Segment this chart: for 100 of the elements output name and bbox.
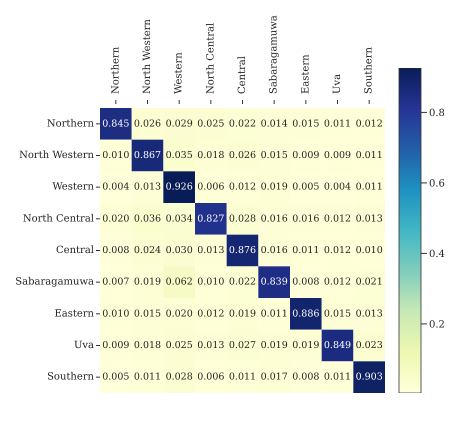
data-label: 0.019 (228, 308, 256, 320)
data-label: 0.014 (260, 118, 288, 130)
y-tick-label: Northern (46, 118, 95, 130)
data-label: 0.839 (260, 276, 288, 288)
data-label: 0.036 (134, 213, 162, 224)
data-label: 0.867 (134, 150, 162, 161)
data-label: 0.006 (197, 372, 224, 383)
data-label: 0.016 (260, 245, 288, 256)
y-tick-label: Sabaragamuwa (15, 276, 94, 288)
data-label: 0.015 (134, 308, 162, 320)
x-tick-label: North Western (142, 18, 153, 94)
data-label: 0.016 (292, 213, 320, 224)
data-label: 0.009 (324, 150, 352, 161)
y-tick-label: Central (56, 245, 94, 256)
y-tick-label: Western (52, 182, 95, 193)
data-label: 0.009 (102, 340, 130, 351)
y-tick-label: Southern (47, 372, 95, 383)
data-label: 0.019 (260, 340, 288, 351)
data-label: 0.021 (356, 276, 383, 288)
data-label: 0.010 (197, 276, 224, 288)
data-label: 0.010 (102, 308, 130, 320)
data-label: 0.012 (356, 118, 383, 130)
data-label: 0.011 (356, 150, 383, 161)
data-label: 0.024 (134, 245, 162, 256)
data-label: 0.011 (228, 372, 256, 383)
data-label: 0.013 (134, 182, 162, 193)
data-label: 0.034 (166, 213, 193, 224)
data-label: 0.028 (228, 213, 256, 224)
data-label: 0.005 (292, 182, 320, 193)
x-tick-label: Central (237, 56, 248, 94)
data-label: 0.015 (324, 308, 352, 320)
data-label: 0.020 (102, 213, 130, 224)
data-label: 0.010 (102, 150, 130, 161)
data-label: 0.008 (102, 245, 130, 256)
data-label: 0.027 (228, 340, 256, 351)
color-bar-label: 0.6 (429, 178, 445, 190)
y-tick-label: Uva (74, 340, 94, 351)
data-label: 0.011 (260, 308, 288, 320)
data-label: 0.019 (292, 340, 320, 351)
data-label: 0.007 (102, 276, 130, 288)
data-label: 0.062 (166, 276, 193, 288)
data-label: 0.926 (166, 182, 193, 193)
y-tick-label: Eastern (54, 308, 95, 320)
data-label: 0.903 (356, 372, 383, 383)
data-label: 0.026 (228, 150, 256, 161)
data-label: 0.011 (356, 182, 383, 193)
x-tick-label: Southern (364, 46, 375, 94)
y-tick-label: North Central (22, 213, 94, 224)
data-label: 0.012 (324, 245, 352, 256)
data-label: 0.035 (166, 150, 193, 161)
data-label: 0.004 (102, 182, 130, 193)
data-label: 0.013 (356, 308, 383, 320)
data-label: 0.827 (197, 213, 224, 224)
data-label: 0.012 (228, 182, 256, 193)
data-label: 0.011 (134, 372, 162, 383)
data-label: 0.008 (292, 372, 320, 383)
x-tick-label: Sabaragamuwa (268, 15, 280, 94)
data-label: 0.011 (324, 372, 352, 383)
data-label: 0.011 (324, 118, 352, 130)
data-label: 0.030 (166, 245, 193, 256)
color-bar-label: 0.8 (429, 108, 445, 119)
data-label: 0.018 (197, 150, 224, 161)
data-label: 0.017 (260, 372, 288, 383)
data-label: 0.022 (228, 118, 256, 130)
data-label: 0.005 (102, 372, 130, 383)
data-label: 0.016 (260, 213, 288, 224)
color-bar-label: 0.4 (429, 248, 445, 260)
data-label: 0.029 (166, 118, 193, 130)
data-label: 0.015 (260, 150, 288, 161)
data-label: 0.012 (197, 308, 224, 320)
data-label: 0.006 (197, 182, 224, 193)
data-label: 0.012 (324, 213, 352, 224)
data-label: 0.849 (324, 340, 352, 351)
data-label: 0.026 (134, 118, 162, 130)
data-label: 0.008 (292, 276, 320, 288)
data-label: 0.009 (292, 150, 320, 161)
x-tick-label: Uva (332, 74, 343, 94)
data-label: 0.023 (356, 340, 383, 351)
data-label: 0.025 (197, 118, 224, 130)
color-bar-label: 0.2 (429, 319, 445, 330)
data-label: 0.019 (134, 276, 162, 288)
data-label: 0.845 (102, 118, 130, 130)
data-label: 0.004 (324, 182, 352, 193)
x-tick-label: North Central (205, 22, 216, 94)
data-label: 0.020 (166, 308, 193, 320)
data-label: 0.015 (292, 118, 320, 130)
data-label: 0.010 (356, 245, 383, 256)
data-label: 0.013 (356, 213, 383, 224)
data-label: 0.018 (134, 340, 162, 351)
data-label: 0.028 (166, 372, 193, 383)
data-label: 0.022 (228, 276, 256, 288)
x-tick-label: Western (174, 52, 185, 94)
data-label: 0.012 (324, 276, 352, 288)
data-label: 0.013 (197, 245, 224, 256)
y-tick-label: North Western (19, 150, 95, 161)
x-tick-label: Eastern (300, 54, 312, 94)
data-label: 0.013 (197, 340, 224, 351)
data-label: 0.025 (166, 340, 193, 351)
data-label: 0.876 (228, 245, 256, 256)
data-label: 0.011 (292, 245, 320, 256)
